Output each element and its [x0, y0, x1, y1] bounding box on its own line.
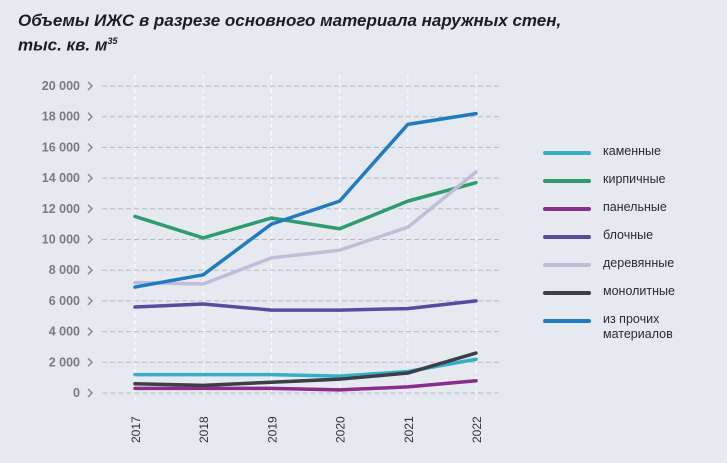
legend: каменные кирпичные панельные блочные деревян…: [543, 144, 703, 341]
series-line-6: [133, 111, 478, 289]
y-tick-label: 18 000: [42, 110, 80, 124]
series-line-1: [133, 180, 478, 240]
legend-label: кирпичные: [603, 172, 666, 186]
legend-swatch: [543, 235, 591, 239]
chevron-right-icon: [87, 234, 94, 245]
series-line-3: [133, 299, 478, 312]
chevron-right-icon: [87, 81, 94, 91]
series-line-4: [133, 170, 478, 286]
legend-swatch: [543, 263, 591, 267]
x-tick-label: 2019: [265, 416, 279, 443]
legend-swatch: [543, 151, 591, 155]
y-tick-label: 4 000: [49, 325, 80, 339]
y-tick-label: 10 000: [42, 233, 80, 247]
legend-swatch: [543, 319, 591, 323]
title-line-2: тыс. кв. м: [18, 35, 108, 55]
series-line-5: [133, 351, 478, 388]
chevron-right-icon: [87, 357, 94, 367]
chart-title: Объемы ИЖС в разрезе основного материала…: [18, 10, 561, 56]
legend-swatch: [543, 207, 591, 211]
x-tick-label: 2022: [470, 416, 484, 443]
y-tick-label: 20 000: [42, 79, 80, 93]
chevron-right-icon: [87, 296, 94, 306]
x-tick-label: 2018: [197, 416, 211, 443]
y-tick-label: 14 000: [42, 171, 80, 185]
legend-label: блочные: [603, 228, 654, 242]
y-tick-label: 12 000: [42, 202, 80, 216]
title-footnote: 35: [107, 36, 118, 46]
x-tick-label: 2017: [129, 416, 143, 443]
series-line-2: [133, 378, 478, 392]
y-tick-label: 8 000: [49, 263, 80, 277]
title-line-1: Объемы ИЖС в разрезе основного материала…: [18, 11, 562, 30]
legend-swatch: [543, 179, 591, 183]
y-tick-label: 6 000: [49, 294, 80, 308]
y-tick-label: 2 000: [49, 355, 80, 369]
legend-item: каменные: [543, 144, 703, 172]
y-tick-label: 16 000: [42, 140, 80, 154]
legend-item: панельные: [543, 200, 703, 228]
chevron-right-icon: [87, 142, 94, 152]
chevron-right-icon: [87, 204, 94, 214]
legend-item: кирпичные: [543, 172, 703, 200]
chevron-right-icon: [87, 388, 94, 398]
chevron-right-icon: [87, 112, 94, 122]
legend-label: монолитные: [603, 284, 675, 298]
legend-label: деревянные: [603, 256, 675, 270]
legend-item: из прочих материалов: [543, 312, 703, 341]
y-tick-label: 0: [73, 386, 80, 400]
legend-item: блочные: [543, 228, 703, 256]
chevron-right-icon: [87, 173, 94, 183]
legend-label: каменные: [603, 144, 661, 158]
x-tick-label: 2020: [334, 416, 348, 443]
legend-item: монолитные: [543, 284, 703, 312]
chevron-right-icon: [87, 327, 94, 337]
legend-swatch: [543, 291, 591, 295]
legend-item: деревянные: [543, 256, 703, 284]
x-tick-label: 2021: [402, 416, 416, 443]
legend-label: из прочих материалов: [603, 312, 673, 341]
chevron-right-icon: [87, 265, 94, 275]
legend-label: панельные: [603, 200, 667, 214]
